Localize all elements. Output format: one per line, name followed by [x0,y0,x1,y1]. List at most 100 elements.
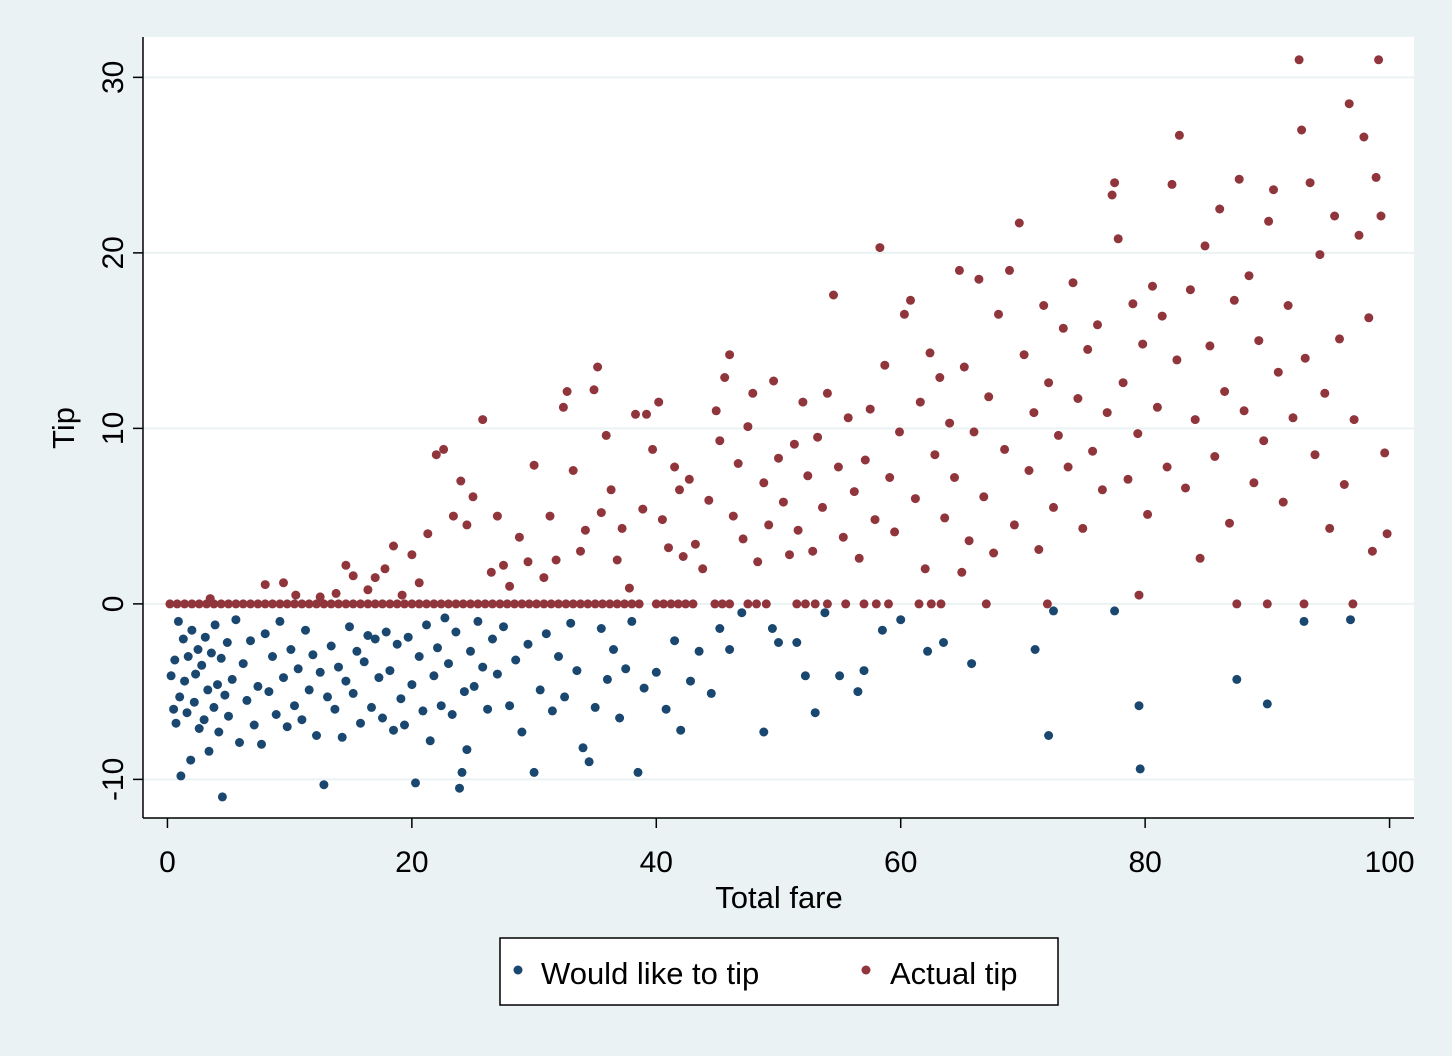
data-point [1294,55,1304,65]
data-point [517,727,527,737]
data-point [1380,448,1390,458]
data-point [546,599,556,609]
legend: Would like to tip Actual tip [499,937,1059,1006]
data-point [488,634,497,644]
data-point [661,704,671,714]
data-point [535,685,545,695]
data-point [532,599,541,609]
data-point [738,534,748,544]
data-point [1110,178,1120,188]
data-point [290,701,299,711]
data-point [1063,462,1073,472]
data-point [315,592,325,602]
data-point [720,373,730,382]
data-point [715,624,725,633]
data-point [910,494,920,504]
data-point [1254,336,1264,346]
x-tick-label: 80 [1128,846,1161,879]
data-point [1093,320,1102,330]
data-point [451,627,461,637]
data-point [633,767,643,777]
data-point [561,599,571,609]
data-point [885,473,895,482]
data-point [392,639,402,649]
data-point [293,664,303,674]
data-point [598,599,607,609]
data-point [378,713,387,723]
data-point [915,397,925,407]
data-point [833,462,843,472]
data-point [572,666,582,676]
data-point [380,564,390,574]
data-point [769,376,779,386]
data-point [596,624,606,633]
data-point [606,485,616,495]
data-point [896,615,906,625]
data-point [356,718,365,728]
data-point [818,502,827,512]
data-point [315,667,325,677]
data-point [820,608,830,618]
data-point [1162,462,1172,472]
data-point [363,631,373,640]
data-point [950,473,959,482]
data-point [440,613,450,623]
data-point [456,476,466,486]
data-point [176,771,186,781]
data-point [1371,172,1381,182]
data-point [439,444,449,454]
data-point [1278,497,1288,507]
data-point [308,650,318,660]
x-tick-label: 40 [640,846,673,879]
data-point [312,731,321,740]
y-tick-label: 10 [97,412,130,445]
data-point [341,560,351,570]
data-point [488,599,497,609]
data-point [517,599,527,609]
data-point [1310,450,1320,460]
data-point [1364,313,1374,323]
data-point [1148,281,1157,291]
data-point [458,599,468,609]
data-point [935,373,945,382]
data-point [1346,615,1355,625]
data-point [194,724,204,733]
data-point [407,550,417,560]
data-point [1143,509,1153,519]
data-point [407,680,417,690]
data-point [183,652,193,661]
data-point [914,599,924,609]
data-point [312,599,321,609]
data-point [967,659,977,669]
data-point [1174,130,1184,140]
data-point [648,444,658,454]
data-point [676,725,686,735]
data-point [688,599,698,609]
y-axis-title: Tip [46,407,81,449]
data-point [678,552,688,561]
data-point [1058,323,1068,333]
data-point [576,599,585,609]
data-point [759,727,769,737]
data-point [297,599,307,609]
data-point [326,599,336,609]
data-point [895,427,904,437]
data-point [684,474,694,484]
data-point [249,720,259,730]
data-point [890,527,900,537]
data-point [835,671,845,681]
data-point [666,599,676,609]
data-point [551,555,561,565]
y-tick-label: 30 [97,61,130,94]
data-point [227,674,237,684]
data-point [1195,553,1205,563]
data-point [370,599,380,609]
data-point [562,387,572,396]
data-point [906,295,915,305]
data-point [334,599,343,609]
data-point [789,439,799,449]
data-point [1118,378,1128,388]
data-point [981,599,991,609]
data-point [370,634,380,644]
data-point [436,599,446,609]
